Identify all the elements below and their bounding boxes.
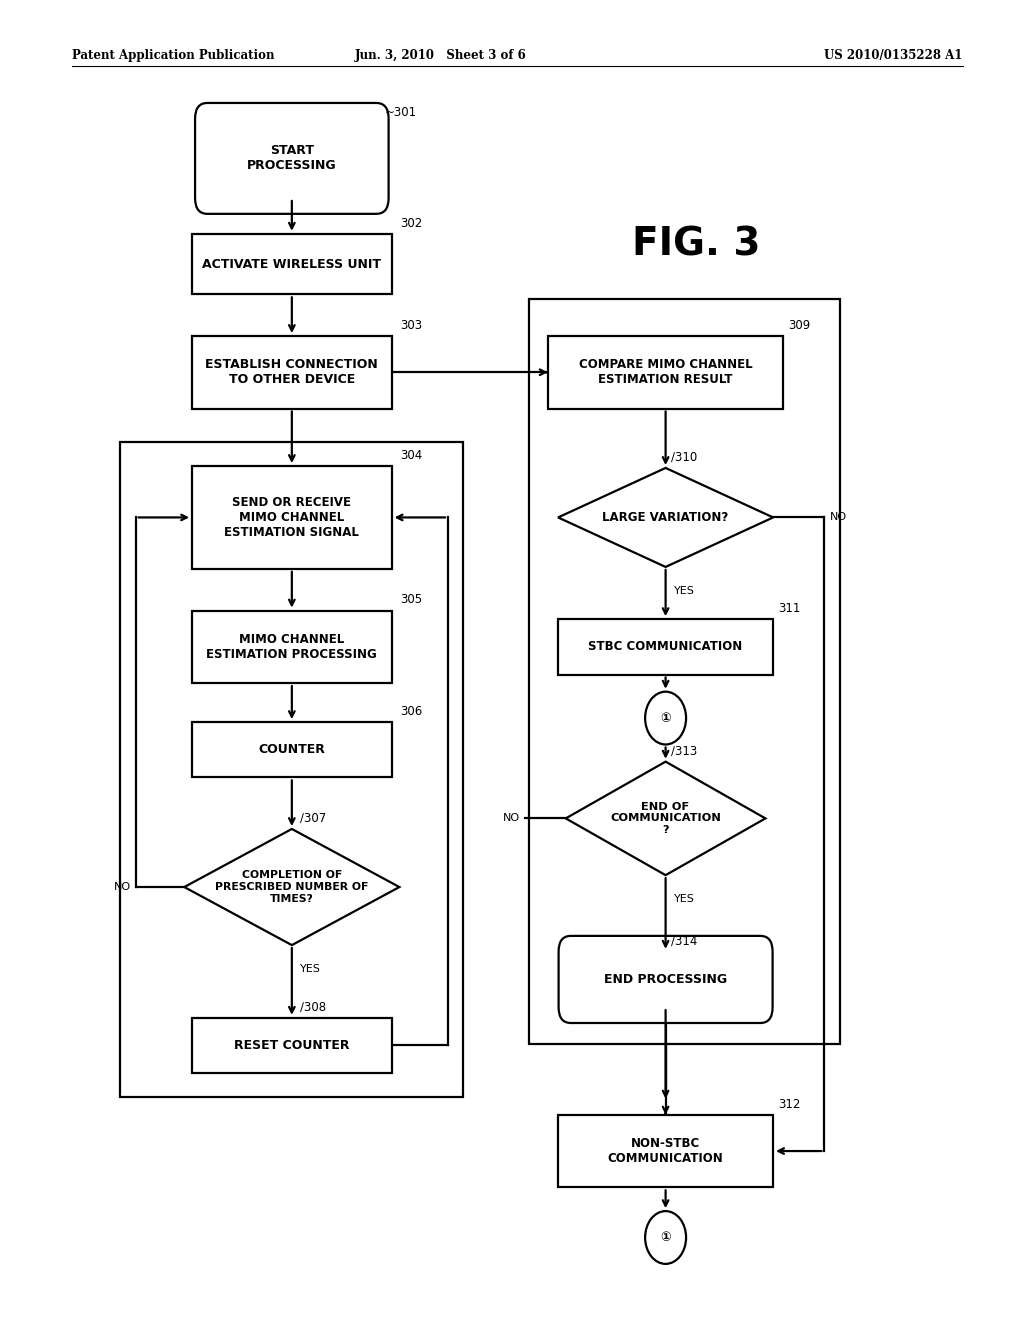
- Bar: [558, 619, 773, 675]
- Text: ∕307: ∕307: [300, 812, 327, 825]
- FancyBboxPatch shape: [559, 936, 772, 1023]
- Text: 302: 302: [399, 216, 422, 230]
- Text: ∕310: ∕310: [671, 451, 697, 463]
- Text: NO: NO: [829, 512, 847, 523]
- Text: Jun. 3, 2010   Sheet 3 of 6: Jun. 3, 2010 Sheet 3 of 6: [354, 49, 526, 62]
- Bar: [191, 1018, 391, 1073]
- FancyBboxPatch shape: [195, 103, 388, 214]
- Text: NO: NO: [503, 813, 519, 824]
- Polygon shape: [565, 762, 766, 875]
- Bar: [548, 335, 783, 409]
- Text: YES: YES: [674, 894, 694, 904]
- Bar: [191, 234, 391, 294]
- Text: US 2010/0135228 A1: US 2010/0135228 A1: [824, 49, 963, 62]
- Bar: [191, 610, 391, 684]
- Text: 311: 311: [778, 602, 801, 615]
- Text: ESTABLISH CONNECTION
TO OTHER DEVICE: ESTABLISH CONNECTION TO OTHER DEVICE: [206, 358, 378, 387]
- Text: MIMO CHANNEL
ESTIMATION PROCESSING: MIMO CHANNEL ESTIMATION PROCESSING: [207, 632, 377, 661]
- Text: ①: ①: [660, 711, 671, 725]
- Text: RESET COUNTER: RESET COUNTER: [234, 1039, 349, 1052]
- Text: 305: 305: [399, 594, 422, 606]
- Text: ~301: ~301: [385, 106, 417, 119]
- Text: COMPARE MIMO CHANNEL
ESTIMATION RESULT: COMPARE MIMO CHANNEL ESTIMATION RESULT: [579, 358, 753, 387]
- Bar: [120, 442, 463, 1097]
- Bar: [191, 466, 391, 569]
- Text: 309: 309: [788, 319, 811, 331]
- Text: END OF
COMMUNICATION
?: END OF COMMUNICATION ?: [610, 801, 721, 836]
- Polygon shape: [184, 829, 399, 945]
- Text: ∕314: ∕314: [671, 935, 697, 948]
- Text: ACTIVATE WIRELESS UNIT: ACTIVATE WIRELESS UNIT: [203, 257, 381, 271]
- Text: SEND OR RECEIVE
MIMO CHANNEL
ESTIMATION SIGNAL: SEND OR RECEIVE MIMO CHANNEL ESTIMATION …: [224, 496, 359, 539]
- Text: Patent Application Publication: Patent Application Publication: [72, 49, 274, 62]
- Polygon shape: [558, 469, 773, 568]
- Text: COUNTER: COUNTER: [258, 743, 326, 756]
- Text: COMPLETION OF
PRESCRIBED NUMBER OF
TIMES?: COMPLETION OF PRESCRIBED NUMBER OF TIMES…: [215, 870, 369, 904]
- Bar: [191, 335, 391, 409]
- Text: 304: 304: [399, 449, 422, 462]
- Text: YES: YES: [300, 964, 321, 974]
- Text: 303: 303: [399, 319, 422, 331]
- Text: START
PROCESSING: START PROCESSING: [247, 144, 337, 173]
- Text: LARGE VARIATION?: LARGE VARIATION?: [602, 511, 729, 524]
- Bar: [191, 722, 391, 777]
- Text: STBC COMMUNICATION: STBC COMMUNICATION: [589, 640, 742, 653]
- Text: ∕308: ∕308: [300, 1001, 327, 1014]
- Text: END PROCESSING: END PROCESSING: [604, 973, 727, 986]
- Text: ①: ①: [660, 1232, 671, 1243]
- Text: NON-STBC
COMMUNICATION: NON-STBC COMMUNICATION: [607, 1137, 724, 1166]
- Text: 306: 306: [399, 705, 422, 718]
- Text: FIG. 3: FIG. 3: [632, 226, 761, 263]
- Bar: [558, 1114, 773, 1188]
- Text: ∕313: ∕313: [671, 744, 697, 758]
- Text: NO: NO: [114, 882, 130, 892]
- Text: YES: YES: [674, 586, 694, 595]
- Text: 312: 312: [778, 1098, 801, 1110]
- Bar: [529, 300, 840, 1044]
